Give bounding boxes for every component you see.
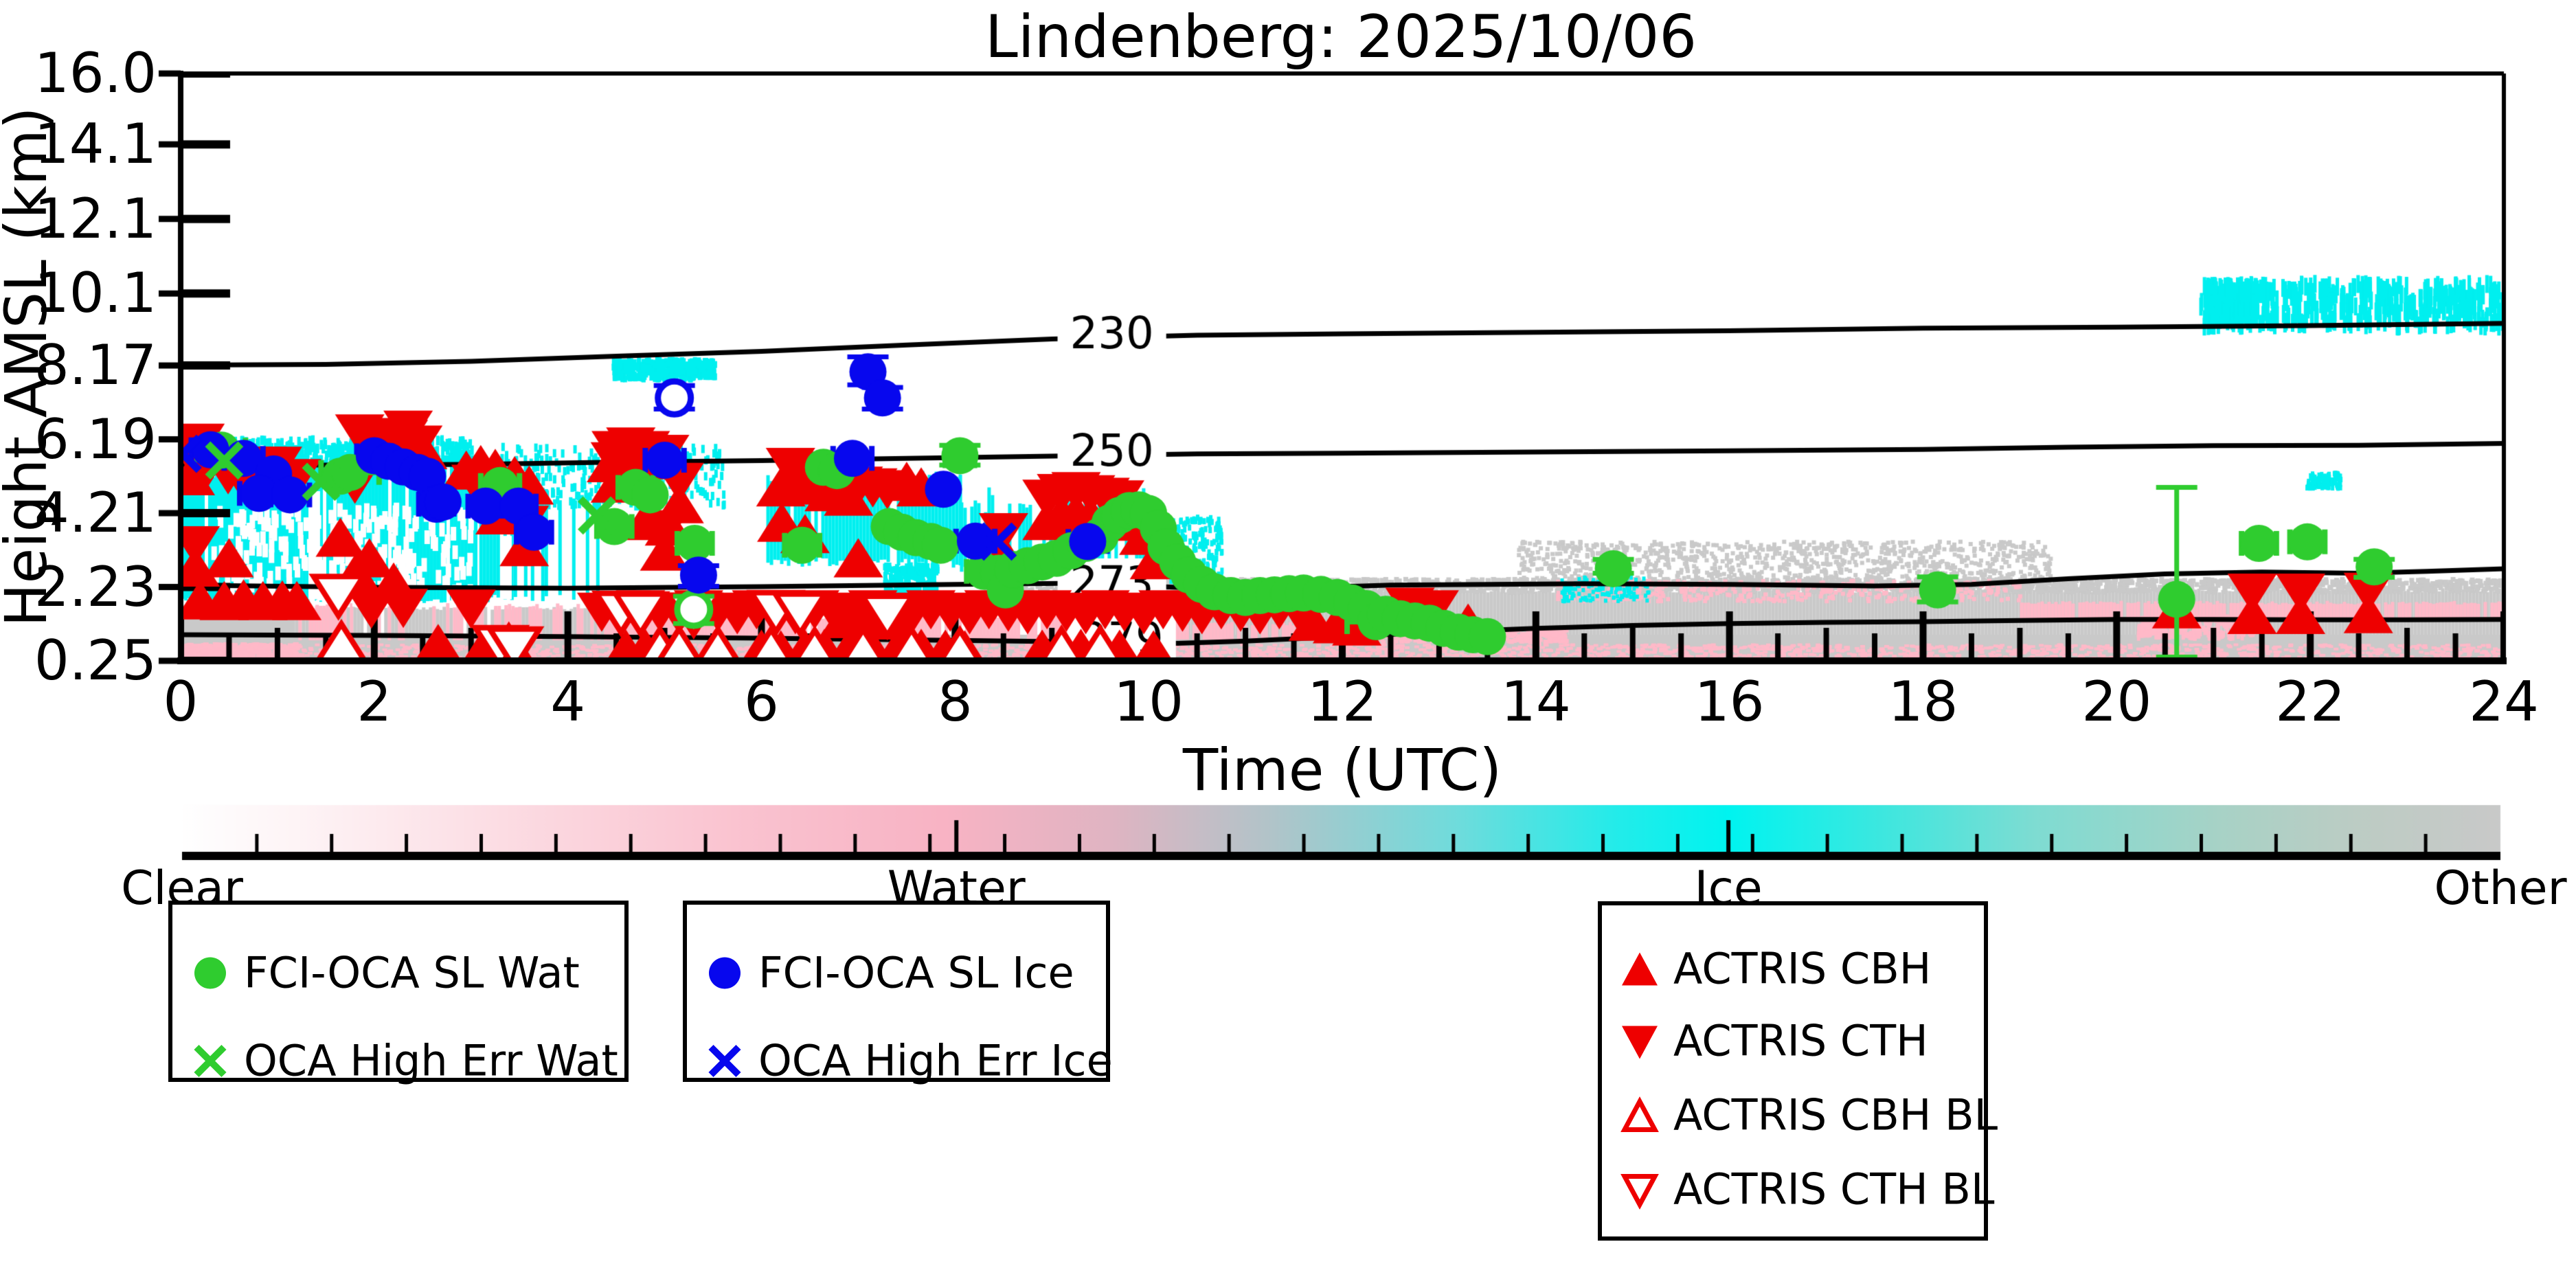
legend-marker-circle xyxy=(709,957,741,988)
legend-item-label: ACTRIS CBH xyxy=(1673,943,1932,994)
legend-item-label: ACTRIS CBH BL xyxy=(1673,1089,1998,1140)
y-tick-label: 12.1 xyxy=(34,186,157,251)
legend-item-label: ACTRIS CTH xyxy=(1673,1015,1928,1066)
legend-item: ACTRIS CTH xyxy=(1620,1016,1928,1066)
colorbar-label-other: Other xyxy=(2434,861,2567,916)
x-tick-label: 16 xyxy=(1694,670,1765,734)
y-tick-label: 14.1 xyxy=(34,112,157,177)
x-tick-label: 10 xyxy=(1114,670,1184,734)
x-tick-label: 2 xyxy=(357,670,392,734)
legend-box-fci-oca-ice: FCI-OCA SL Ice OCA High Err Ice xyxy=(683,901,1113,1086)
x-tick-label: 6 xyxy=(744,670,779,734)
x-tick-label: 4 xyxy=(550,670,586,734)
legend-marker-tri-up-open xyxy=(1620,1096,1659,1132)
y-tick-label: 8.17 xyxy=(34,333,157,398)
legend-item: OCA High Err Ice xyxy=(705,1036,1113,1086)
legend-item-label: OCA High Err Wat xyxy=(244,1035,618,1086)
legend-marker-x xyxy=(194,1044,227,1077)
legend-item: ACTRIS CTH BL xyxy=(1620,1164,1994,1214)
legend-item-label: FCI-OCA SL Wat xyxy=(244,947,580,998)
x-tick-label: 14 xyxy=(1500,670,1571,734)
legend-item-label: ACTRIS CTH BL xyxy=(1673,1164,1995,1214)
x-tick-label: 22 xyxy=(2275,670,2346,734)
legend-marker-x xyxy=(708,1044,741,1077)
y-tick-label: 4.21 xyxy=(34,481,157,545)
legend-marker-tri-down xyxy=(1622,1026,1658,1059)
legend-marker-circle xyxy=(194,957,226,988)
x-tick-label: 20 xyxy=(2081,670,2152,734)
x-axis-label: Time (UTC) xyxy=(1182,736,1502,804)
x-tick-label: 24 xyxy=(2469,670,2539,734)
legend-item-label: OCA High Err Ice xyxy=(758,1035,1113,1086)
x-tick-label: 12 xyxy=(1307,670,1377,734)
legend-box-fci-oca-water: FCI-OCA SL Wat OCA High Err Wat xyxy=(168,901,629,1086)
legend-item: ACTRIS CBH xyxy=(1620,944,1931,994)
chart-title: Lindenberg: 2025/10/06 xyxy=(984,3,1697,71)
legend-item: FCI-OCA SL Wat xyxy=(190,948,580,998)
y-tick-label: 0.25 xyxy=(34,629,157,692)
y-tick-label: 2.23 xyxy=(34,554,157,619)
legend-box-actris: ACTRIS CBH ACTRIS CTH ACTRIS CBH BL ACTRIS … xyxy=(1598,901,1998,1241)
y-tick-label: 10.1 xyxy=(34,261,157,326)
y-tick-label: 6.19 xyxy=(34,407,157,471)
x-tick-label: 18 xyxy=(1888,670,1958,734)
x-tick-label: 0 xyxy=(163,670,199,734)
legend-item-label: FCI-OCA SL Ice xyxy=(758,947,1074,998)
legend-item: FCI-OCA SL Ice xyxy=(705,948,1074,998)
legend-marker-tri-up xyxy=(1622,952,1658,985)
legend-item: ACTRIS CBH BL xyxy=(1620,1090,1998,1140)
legend-marker-tri-down-open xyxy=(1620,1173,1659,1209)
y-tick-label: 16.0 xyxy=(34,41,157,105)
legend-item: OCA High Err Wat xyxy=(190,1036,618,1086)
x-tick-label: 8 xyxy=(937,670,973,734)
